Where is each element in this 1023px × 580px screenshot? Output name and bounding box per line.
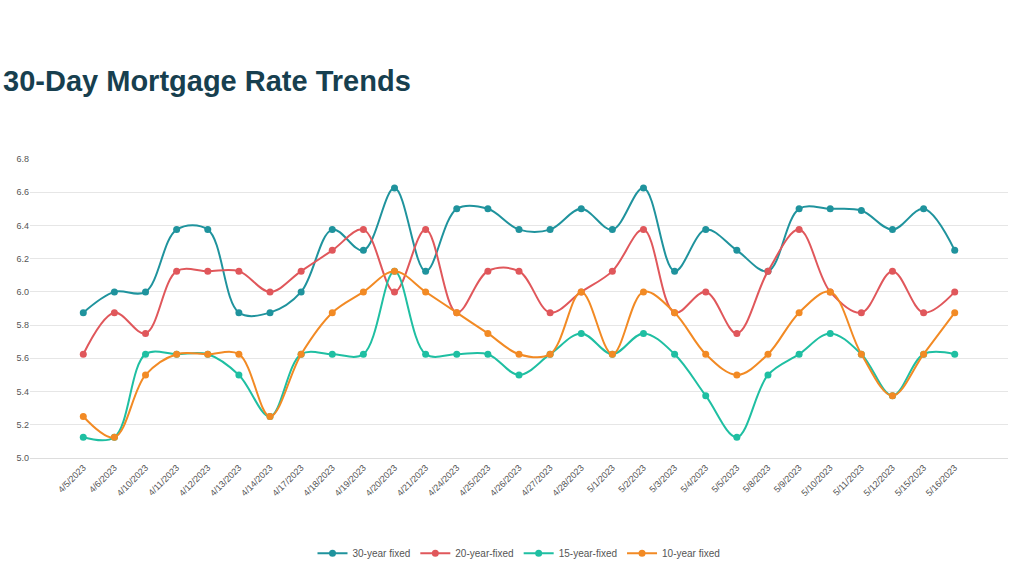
svg-text:5.8: 5.8 <box>16 320 29 330</box>
svg-text:15-year-fixed: 15-year-fixed <box>559 548 617 559</box>
svg-text:6.2: 6.2 <box>16 254 29 264</box>
svg-text:5/12/2023: 5/12/2023 <box>862 463 897 498</box>
svg-text:4/19/2023: 4/19/2023 <box>333 463 368 498</box>
svg-text:6.4: 6.4 <box>16 221 29 231</box>
svg-text:4/21/2023: 4/21/2023 <box>395 463 430 498</box>
svg-text:4/13/2023: 4/13/2023 <box>208 463 243 498</box>
svg-text:4/27/2023: 4/27/2023 <box>519 463 554 498</box>
svg-text:5/15/2023: 5/15/2023 <box>893 463 928 498</box>
svg-text:4/25/2023: 4/25/2023 <box>457 463 492 498</box>
svg-text:4/10/2023: 4/10/2023 <box>115 463 150 498</box>
svg-text:4/17/2023: 4/17/2023 <box>270 463 305 498</box>
svg-text:4/28/2023: 4/28/2023 <box>550 463 585 498</box>
svg-text:5/2/2023: 5/2/2023 <box>616 463 648 495</box>
svg-text:4/11/2023: 4/11/2023 <box>146 463 181 498</box>
svg-text:30-year fixed: 30-year fixed <box>353 548 411 559</box>
svg-text:4/6/2023: 4/6/2023 <box>87 463 119 495</box>
svg-text:5/4/2023: 5/4/2023 <box>678 463 710 495</box>
svg-text:4/24/2023: 4/24/2023 <box>426 463 461 498</box>
svg-text:5/11/2023: 5/11/2023 <box>831 463 866 498</box>
svg-text:5/16/2023: 5/16/2023 <box>924 463 959 498</box>
svg-text:6.0: 6.0 <box>16 287 29 297</box>
svg-text:10-year fixed: 10-year fixed <box>662 548 720 559</box>
svg-text:5.2: 5.2 <box>16 420 29 430</box>
svg-text:30-Day Mortgage Rate Trends: 30-Day Mortgage Rate Trends <box>3 65 411 97</box>
svg-text:5/8/2023: 5/8/2023 <box>741 463 773 495</box>
svg-text:4/26/2023: 4/26/2023 <box>488 463 523 498</box>
svg-text:5.6: 5.6 <box>16 353 29 363</box>
svg-text:5/1/2023: 5/1/2023 <box>585 463 617 495</box>
svg-text:5/10/2023: 5/10/2023 <box>799 463 834 498</box>
svg-text:5/9/2023: 5/9/2023 <box>772 463 804 495</box>
svg-text:20-year-fixed: 20-year-fixed <box>455 548 513 559</box>
svg-text:4/12/2023: 4/12/2023 <box>177 463 212 498</box>
svg-text:5.4: 5.4 <box>16 387 29 397</box>
svg-text:4/20/2023: 4/20/2023 <box>364 463 399 498</box>
svg-text:5/3/2023: 5/3/2023 <box>647 463 679 495</box>
svg-text:5.0: 5.0 <box>16 453 29 463</box>
svg-text:6.6: 6.6 <box>16 187 29 197</box>
svg-text:4/18/2023: 4/18/2023 <box>301 463 336 498</box>
svg-text:5/5/2023: 5/5/2023 <box>710 463 742 495</box>
svg-text:4/14/2023: 4/14/2023 <box>239 463 274 498</box>
svg-text:4/5/2023: 4/5/2023 <box>56 463 88 495</box>
svg-text:6.8: 6.8 <box>16 154 29 164</box>
